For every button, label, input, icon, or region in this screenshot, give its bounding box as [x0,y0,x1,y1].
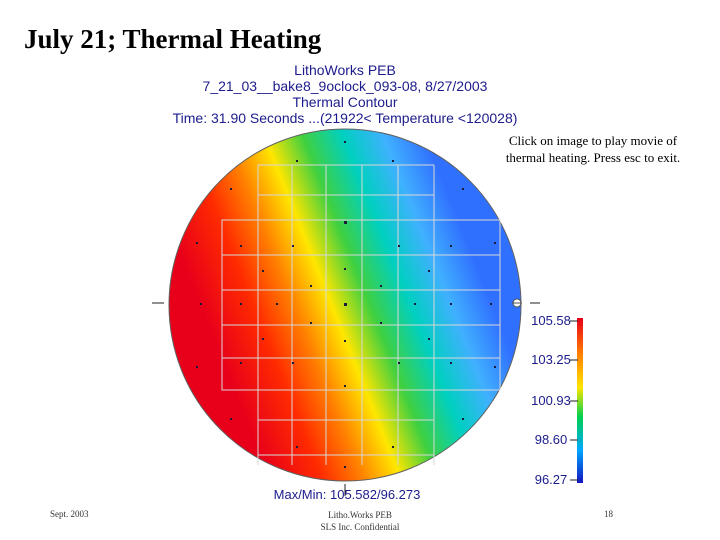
slide-title: July 21; Thermal Heating [24,24,322,54]
play-movie-note: Click on image to play movie of thermal … [505,133,681,165]
footer-confidential: SLS Inc. Confidential [320,522,400,532]
wafer-heat-map [169,129,521,481]
footer-center: Litho.Works PEB SLS Inc. Confidential [300,509,420,533]
color-scale-ticks [570,320,578,481]
scale-label-max: 105.58 [531,313,571,328]
scale-label-3: 100.93 [531,393,571,408]
footer-date: Sept. 2003 [50,509,89,519]
sensor-points [196,141,496,468]
max-min-readout: Max/Min: 105.582/96.273 [273,487,421,502]
wafer-notch [512,298,522,308]
plot-header-app: LithoWorks PEB [294,62,396,78]
color-scale-bar [577,318,583,483]
scale-label-min: 96.27 [534,472,568,487]
scale-label-2: 103.25 [531,352,571,367]
wafer-crosshair [152,302,540,496]
plot-header-file: 7_21_03__bake8_9oclock_093-08, 8/27/2003 [202,78,488,94]
plot-header-type: Thermal Contour [292,94,398,110]
plot-header-time: Time: 31.90 Seconds ...(21922< Temperatu… [172,110,518,126]
scale-label-4: 98.60 [534,432,568,447]
footer-product: Litho.Works PEB [328,510,392,520]
plot-header: LithoWorks PEB 7_21_03__bake8_9oclock_09… [170,62,520,126]
die-grid [221,164,501,465]
footer-page-number: 18 [604,509,613,519]
